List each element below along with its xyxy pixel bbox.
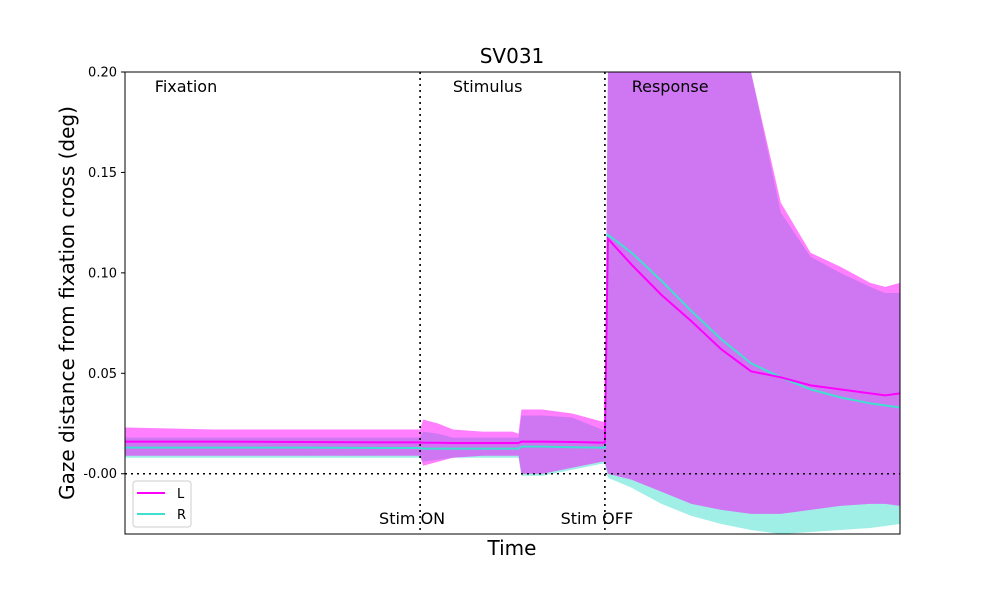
- y-tick-label-1: 0.05: [88, 367, 117, 382]
- line-R: [125, 232, 900, 450]
- legend: LR: [132, 480, 192, 528]
- event-label-1: Stim OFF: [561, 509, 634, 528]
- y-tick-label-2: 0.10: [88, 266, 117, 281]
- phase-label-0: Fixation: [155, 77, 217, 96]
- y-tick-label-4: 0.20: [88, 66, 117, 81]
- plot-area: [125, 72, 900, 534]
- band-L: [125, 72, 900, 514]
- y-tick-label-0: -0.00: [83, 467, 117, 482]
- line-L: [125, 236, 900, 444]
- phase-label-2: Response: [632, 77, 709, 96]
- chart-title: SV031: [480, 44, 545, 68]
- event-label-0: Stim ON: [379, 509, 445, 528]
- y-tick-label-3: 0.15: [88, 166, 117, 181]
- y-axis: -0.00 0.05 0.10 0.15 0.20: [83, 66, 125, 482]
- plot-frame: [124, 71, 901, 535]
- legend-label-R: R: [177, 508, 186, 523]
- legend-label-L: L: [177, 487, 185, 502]
- phase-label-1: Stimulus: [453, 77, 523, 96]
- overlay: Stim ON Stim OFF Fixation Stimulus Response: [125, 72, 900, 534]
- y-axis-label: Gaze distance from fixation cross (deg): [55, 106, 79, 500]
- x-axis-label: Time: [487, 536, 537, 560]
